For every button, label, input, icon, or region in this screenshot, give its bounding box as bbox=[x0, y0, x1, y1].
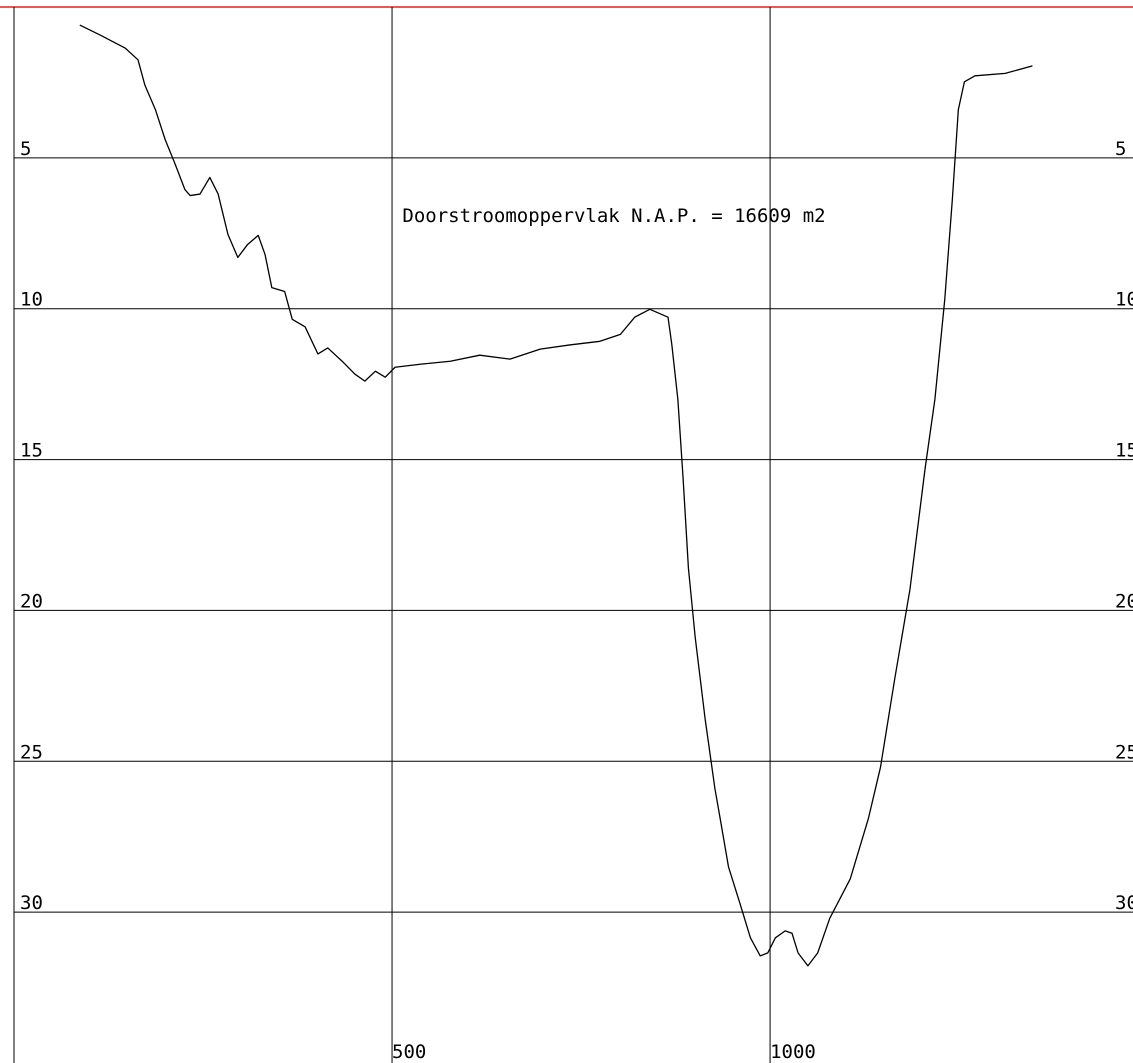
x-tick-label: 1000 bbox=[770, 1041, 816, 1063]
y-tick-label-right: 10 bbox=[1115, 289, 1133, 311]
y-tick-label: 10 bbox=[20, 289, 43, 311]
y-tick-label: 5 bbox=[20, 138, 31, 160]
y-tick-label-right: 25 bbox=[1115, 741, 1133, 763]
annotation: Doorstroomoppervlak N.A.P. = 16609 m2 bbox=[402, 205, 825, 227]
y-tick-label: 25 bbox=[20, 741, 43, 763]
y-tick-label: 15 bbox=[20, 440, 43, 462]
y-tick-label-right: 20 bbox=[1115, 590, 1133, 612]
y-tick-label-right: 15 bbox=[1115, 440, 1133, 462]
profile-line bbox=[79, 24, 1033, 967]
y-tick-label-right: 30 bbox=[1115, 892, 1133, 914]
y-tick-label: 30 bbox=[20, 892, 43, 914]
y-tick-label-right: 5 bbox=[1115, 138, 1126, 160]
x-tick-label: 500 bbox=[392, 1041, 426, 1063]
y-tick-label: 20 bbox=[20, 590, 43, 612]
